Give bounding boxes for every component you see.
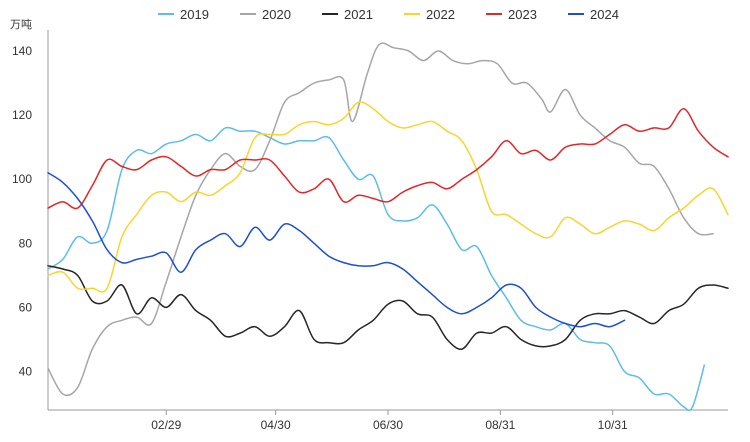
y-tick-label-40: 40 [19,365,33,379]
x-tick-label-4: 10/31 [598,418,628,432]
legend-label-2024: 2024 [590,7,619,22]
series-line-2019 [47,126,706,412]
legend-label-2023: 2023 [508,7,537,22]
y-tick-label-80: 80 [19,236,33,250]
y-axis-ticks: 40 60 80 100 120 140 [12,44,32,379]
x-axis-ticks: 02/29 04/30 06/30 08/31 10/31 [151,410,628,432]
series-line-2022 [47,101,729,293]
series-lines [47,42,729,412]
x-tick-label-1: 04/30 [261,418,291,432]
series-line-2024 [47,172,626,328]
series-line-2023 [47,107,729,210]
series-line-2021 [47,265,729,350]
x-tick-label-3: 08/31 [485,418,515,432]
x-tick-label-0: 02/29 [151,418,181,432]
x-tick-label-2: 06/30 [373,418,403,432]
y-tick-label-120: 120 [12,108,32,122]
legend-label-2019: 2019 [180,7,209,22]
y-tick-label-60: 60 [19,300,33,314]
y-tick-label-100: 100 [12,172,32,186]
y-tick-label-140: 140 [12,44,32,58]
legend: 2019 2020 2021 2022 2023 2024 [158,7,619,22]
legend-label-2021: 2021 [344,7,373,22]
legend-label-2020: 2020 [262,7,291,22]
y-axis-unit: 万吨 [10,18,32,31]
series-line-2020 [47,42,714,397]
legend-label-2022: 2022 [426,7,455,22]
